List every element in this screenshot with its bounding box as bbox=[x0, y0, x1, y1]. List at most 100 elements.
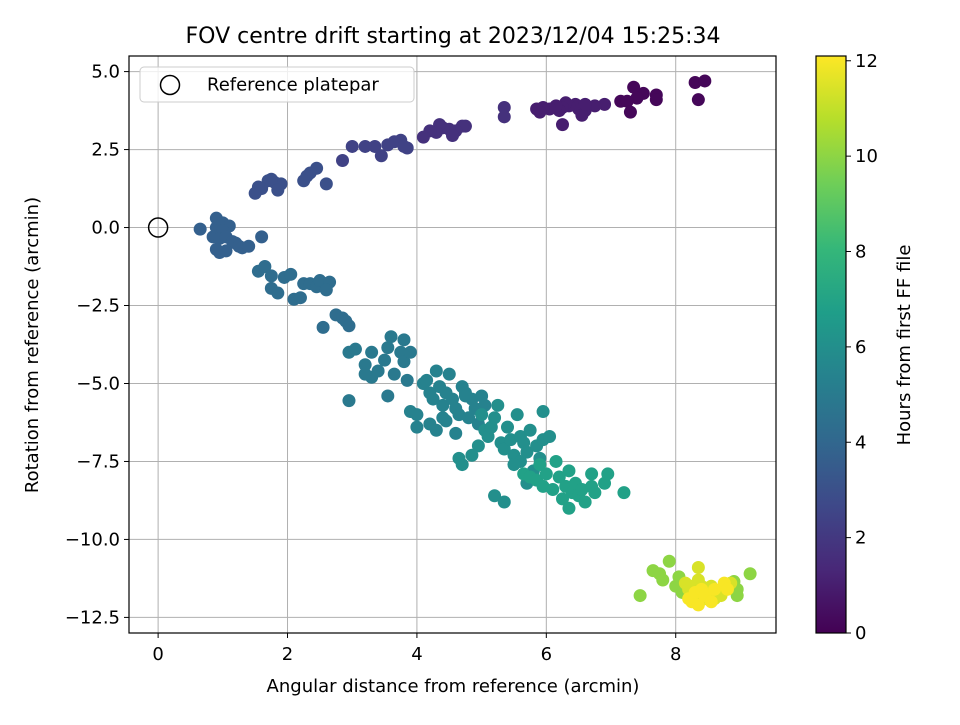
data-point bbox=[426, 392, 440, 406]
data-point bbox=[656, 573, 670, 587]
data-point bbox=[384, 330, 398, 344]
data-point bbox=[691, 561, 705, 575]
x-axis-label: Angular distance from reference (arcmin) bbox=[267, 676, 640, 697]
data-point bbox=[691, 93, 705, 107]
data-point bbox=[439, 386, 453, 400]
data-point bbox=[336, 153, 350, 167]
data-point bbox=[688, 76, 702, 90]
data-point bbox=[381, 138, 395, 152]
data-point bbox=[575, 108, 589, 122]
colorbar-tick-label: 8 bbox=[855, 242, 866, 263]
data-point bbox=[523, 423, 537, 437]
data-point bbox=[465, 448, 479, 462]
data-point bbox=[193, 222, 207, 236]
data-point bbox=[358, 139, 372, 153]
colorbar-tick-label: 4 bbox=[855, 432, 866, 453]
data-point bbox=[342, 319, 356, 333]
colorbar-label: Hours from first FF file bbox=[894, 245, 915, 446]
data-point bbox=[374, 149, 388, 163]
x-tick-label: 8 bbox=[670, 644, 681, 665]
data-point bbox=[439, 414, 453, 428]
data-point bbox=[555, 492, 569, 506]
data-point bbox=[436, 398, 450, 412]
data-point bbox=[358, 367, 372, 381]
data-point bbox=[536, 405, 550, 419]
x-axis-ticks: 0 2 4 6 8 bbox=[152, 633, 681, 665]
data-point bbox=[507, 458, 521, 472]
data-point bbox=[462, 411, 476, 425]
data-point bbox=[662, 554, 676, 568]
data-point bbox=[410, 408, 424, 422]
y-tick-label: −12.5 bbox=[65, 607, 120, 628]
data-point bbox=[475, 408, 489, 422]
data-point bbox=[601, 467, 615, 481]
data-point bbox=[488, 489, 502, 503]
data-point bbox=[633, 589, 647, 603]
colorbar-tick-label: 6 bbox=[855, 337, 866, 358]
data-point bbox=[319, 177, 333, 191]
y-axis-ticks: 5.0 2.5 0.0 −2.5 −5.0 −7.5 −10.0 −12.5 bbox=[65, 62, 129, 628]
y-tick-label: 5.0 bbox=[91, 62, 120, 83]
reference-platepar-marker bbox=[147, 217, 169, 238]
data-point bbox=[704, 595, 718, 609]
data-point bbox=[533, 458, 547, 472]
data-point bbox=[242, 239, 256, 253]
data-point bbox=[530, 102, 544, 116]
data-point bbox=[555, 118, 569, 132]
data-point bbox=[397, 139, 411, 153]
y-tick-label: −7.5 bbox=[76, 451, 120, 472]
data-point bbox=[549, 454, 563, 468]
data-point bbox=[698, 74, 712, 88]
data-point bbox=[578, 495, 592, 509]
data-point bbox=[562, 464, 576, 478]
data-point bbox=[316, 320, 330, 334]
y-tick-label: −2.5 bbox=[76, 296, 120, 317]
data-point bbox=[371, 364, 385, 378]
data-point bbox=[491, 398, 505, 412]
colorbar-tick-label: 2 bbox=[855, 528, 866, 549]
data-point bbox=[345, 139, 359, 153]
data-point bbox=[552, 470, 566, 484]
data-point bbox=[617, 486, 631, 500]
data-point bbox=[313, 274, 327, 288]
data-point bbox=[400, 373, 414, 387]
data-point bbox=[397, 355, 411, 369]
data-point bbox=[358, 358, 372, 372]
data-point bbox=[209, 242, 223, 256]
data-point bbox=[471, 439, 485, 453]
data-point bbox=[691, 598, 705, 612]
grid-lines bbox=[129, 56, 776, 633]
data-point bbox=[368, 139, 382, 153]
data-point bbox=[271, 183, 285, 197]
data-point bbox=[420, 373, 434, 387]
plot-frame bbox=[128, 55, 777, 634]
y-tick-label: 2.5 bbox=[91, 140, 120, 161]
x-tick-label: 6 bbox=[541, 644, 552, 665]
data-point bbox=[446, 129, 459, 143]
data-point bbox=[578, 97, 592, 111]
data-point bbox=[649, 93, 663, 107]
colorbar-ticks: 0 2 4 6 8 10 12 bbox=[846, 51, 878, 644]
data-point bbox=[397, 333, 411, 347]
legend-label: Reference platepar bbox=[207, 75, 379, 96]
data-point bbox=[520, 445, 534, 459]
data-point bbox=[497, 495, 511, 509]
data-point bbox=[458, 389, 472, 403]
y-axis-label: Rotation from reference (arcmin) bbox=[22, 197, 43, 493]
legend: Reference platepar bbox=[139, 66, 415, 103]
chart-title: FOV centre drift starting at 2023/12/04 … bbox=[186, 24, 721, 49]
data-point bbox=[271, 286, 285, 300]
data-point bbox=[543, 430, 557, 444]
data-point bbox=[293, 291, 307, 305]
data-point bbox=[348, 342, 362, 356]
data-point bbox=[365, 345, 379, 359]
colorbar-tick-label: 10 bbox=[855, 146, 878, 167]
y-tick-label: 0.0 bbox=[91, 218, 120, 239]
data-point bbox=[403, 345, 417, 359]
data-point bbox=[284, 267, 298, 281]
data-point bbox=[410, 420, 424, 434]
data-point bbox=[452, 451, 466, 465]
data-point bbox=[442, 367, 456, 381]
